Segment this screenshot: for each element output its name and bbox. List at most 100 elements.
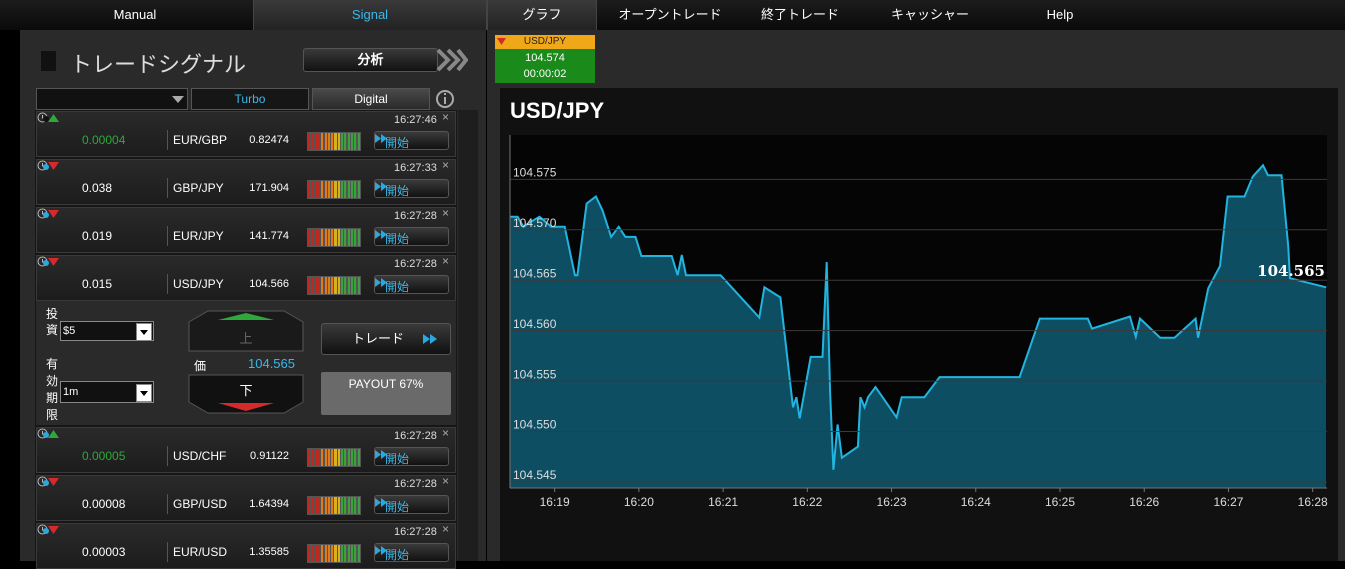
direction-arrow (48, 430, 59, 438)
x-tick-label: 16:25 (1045, 495, 1075, 509)
invest-label: 投資 (46, 307, 59, 337)
turbo-tab[interactable]: Turbo (191, 88, 309, 110)
info-icon[interactable] (435, 89, 455, 109)
meter-bar (354, 181, 357, 198)
nav-item[interactable]: 終了トレード (760, 7, 839, 22)
filter-dropdown[interactable] (36, 88, 188, 110)
meter-bar (311, 229, 314, 246)
meter-bar (308, 497, 311, 514)
down-label[interactable]: 下 (239, 383, 253, 398)
start-label: 開始 (385, 280, 410, 294)
strength-meter (307, 180, 361, 199)
meter-bar (324, 497, 327, 514)
analyze-button[interactable]: 分析 (303, 48, 438, 72)
start-label: 開始 (385, 548, 410, 562)
status-dot (43, 260, 49, 266)
signal-time: 16:27:33 (394, 162, 437, 174)
meter-bar (347, 181, 350, 198)
start-button[interactable]: 開始 (374, 179, 449, 198)
nav-item[interactable]: Manual (113, 7, 157, 22)
direction-arrow (48, 478, 59, 486)
separator (167, 494, 168, 514)
panel-title: トレードシグナル (70, 52, 247, 77)
meter-bar (314, 133, 317, 150)
y-tick-label: 104.565 (513, 266, 557, 280)
dropdown-button[interactable] (136, 323, 152, 341)
nav-item[interactable]: Signal (253, 0, 487, 30)
chevrons (436, 48, 468, 72)
x-tick-label: 16:22 (792, 495, 822, 509)
start-button[interactable]: 開始 (374, 543, 449, 562)
nav-item[interactable]: キャッシャー (890, 7, 969, 22)
meter-bar (321, 181, 324, 198)
digital-tab[interactable]: Digital (312, 88, 430, 110)
meter-bar (324, 545, 327, 562)
meter-bar (308, 277, 311, 294)
ticker-timer: 00:00:02 (523, 68, 567, 80)
meter-bar (357, 229, 360, 246)
y-tick-label: 104.575 (513, 166, 557, 180)
x-tick-label: 16:24 (961, 495, 991, 509)
meter-bar (344, 277, 347, 294)
signal-change: 0.00004 (82, 133, 126, 147)
meter-bar (344, 497, 347, 514)
meter-bar (324, 181, 327, 198)
meter-bar (324, 229, 327, 246)
expiry-input[interactable]: 1m (60, 381, 154, 403)
up-button[interactable] (188, 310, 304, 352)
strength-meter (307, 276, 361, 295)
icon (41, 51, 56, 71)
invest-input[interactable]: $5 (60, 321, 154, 341)
meter-bar (334, 277, 337, 294)
payout: PAYOUT 67% (321, 372, 451, 415)
down-button[interactable] (188, 374, 304, 414)
start-label: 開始 (385, 136, 410, 150)
separator (167, 542, 168, 562)
price-value: 104.565 (248, 356, 295, 371)
start-button[interactable]: 開始 (374, 227, 449, 246)
y-tick-label: 104.555 (513, 367, 557, 381)
start-button[interactable]: 開始 (374, 131, 449, 150)
meter-bar (357, 277, 360, 294)
meter-bar (324, 449, 327, 466)
strength-meter (307, 496, 361, 515)
signal-change: 0.038 (82, 181, 113, 195)
meter-bar (324, 133, 327, 150)
nav-item[interactable]: オープントレード (618, 7, 722, 22)
meter-bar (327, 229, 330, 246)
y-tick-label: 104.560 (513, 317, 557, 331)
meter-bar (311, 449, 314, 466)
start-button[interactable]: 開始 (374, 447, 449, 466)
nav-item[interactable]: グラフ (487, 0, 597, 30)
meter-bar (308, 181, 311, 198)
close-button: × (442, 158, 450, 172)
close-button: × (442, 522, 450, 536)
x-tick-label: 16:20 (624, 495, 654, 509)
signal-pair: USD/CHF (173, 449, 227, 463)
y-tick-label: 104.545 (513, 468, 557, 482)
nav-item[interactable]: Help (1046, 7, 1074, 22)
trade-form: 投資 $5 有効期限 1m 上 価 104.565 下 トレード PAYOUT … (36, 298, 456, 425)
meter-bar (317, 497, 321, 514)
up-label[interactable]: 上 (239, 331, 253, 346)
meter-bar (311, 497, 314, 514)
direction-arrow (48, 526, 59, 534)
meter-bar (311, 277, 314, 294)
start-button[interactable]: 開始 (374, 495, 449, 514)
status-dot (43, 480, 49, 486)
signal-pair: USD/JPY (173, 277, 224, 291)
meter-bar (337, 497, 340, 514)
dropdown-button[interactable] (136, 384, 152, 402)
meter-bar (357, 497, 360, 514)
meter-bar (350, 229, 354, 246)
play-icon (423, 334, 437, 344)
scrollbar (458, 110, 478, 561)
meter-bar (314, 449, 317, 466)
signal-price: 0.82474 (249, 134, 289, 146)
meter-bar (327, 497, 330, 514)
meter-bar (354, 277, 357, 294)
start-button[interactable]: 開始 (374, 275, 449, 294)
meter-bar (334, 181, 337, 198)
status-dot (43, 528, 49, 534)
signal-price: 141.774 (249, 230, 289, 242)
